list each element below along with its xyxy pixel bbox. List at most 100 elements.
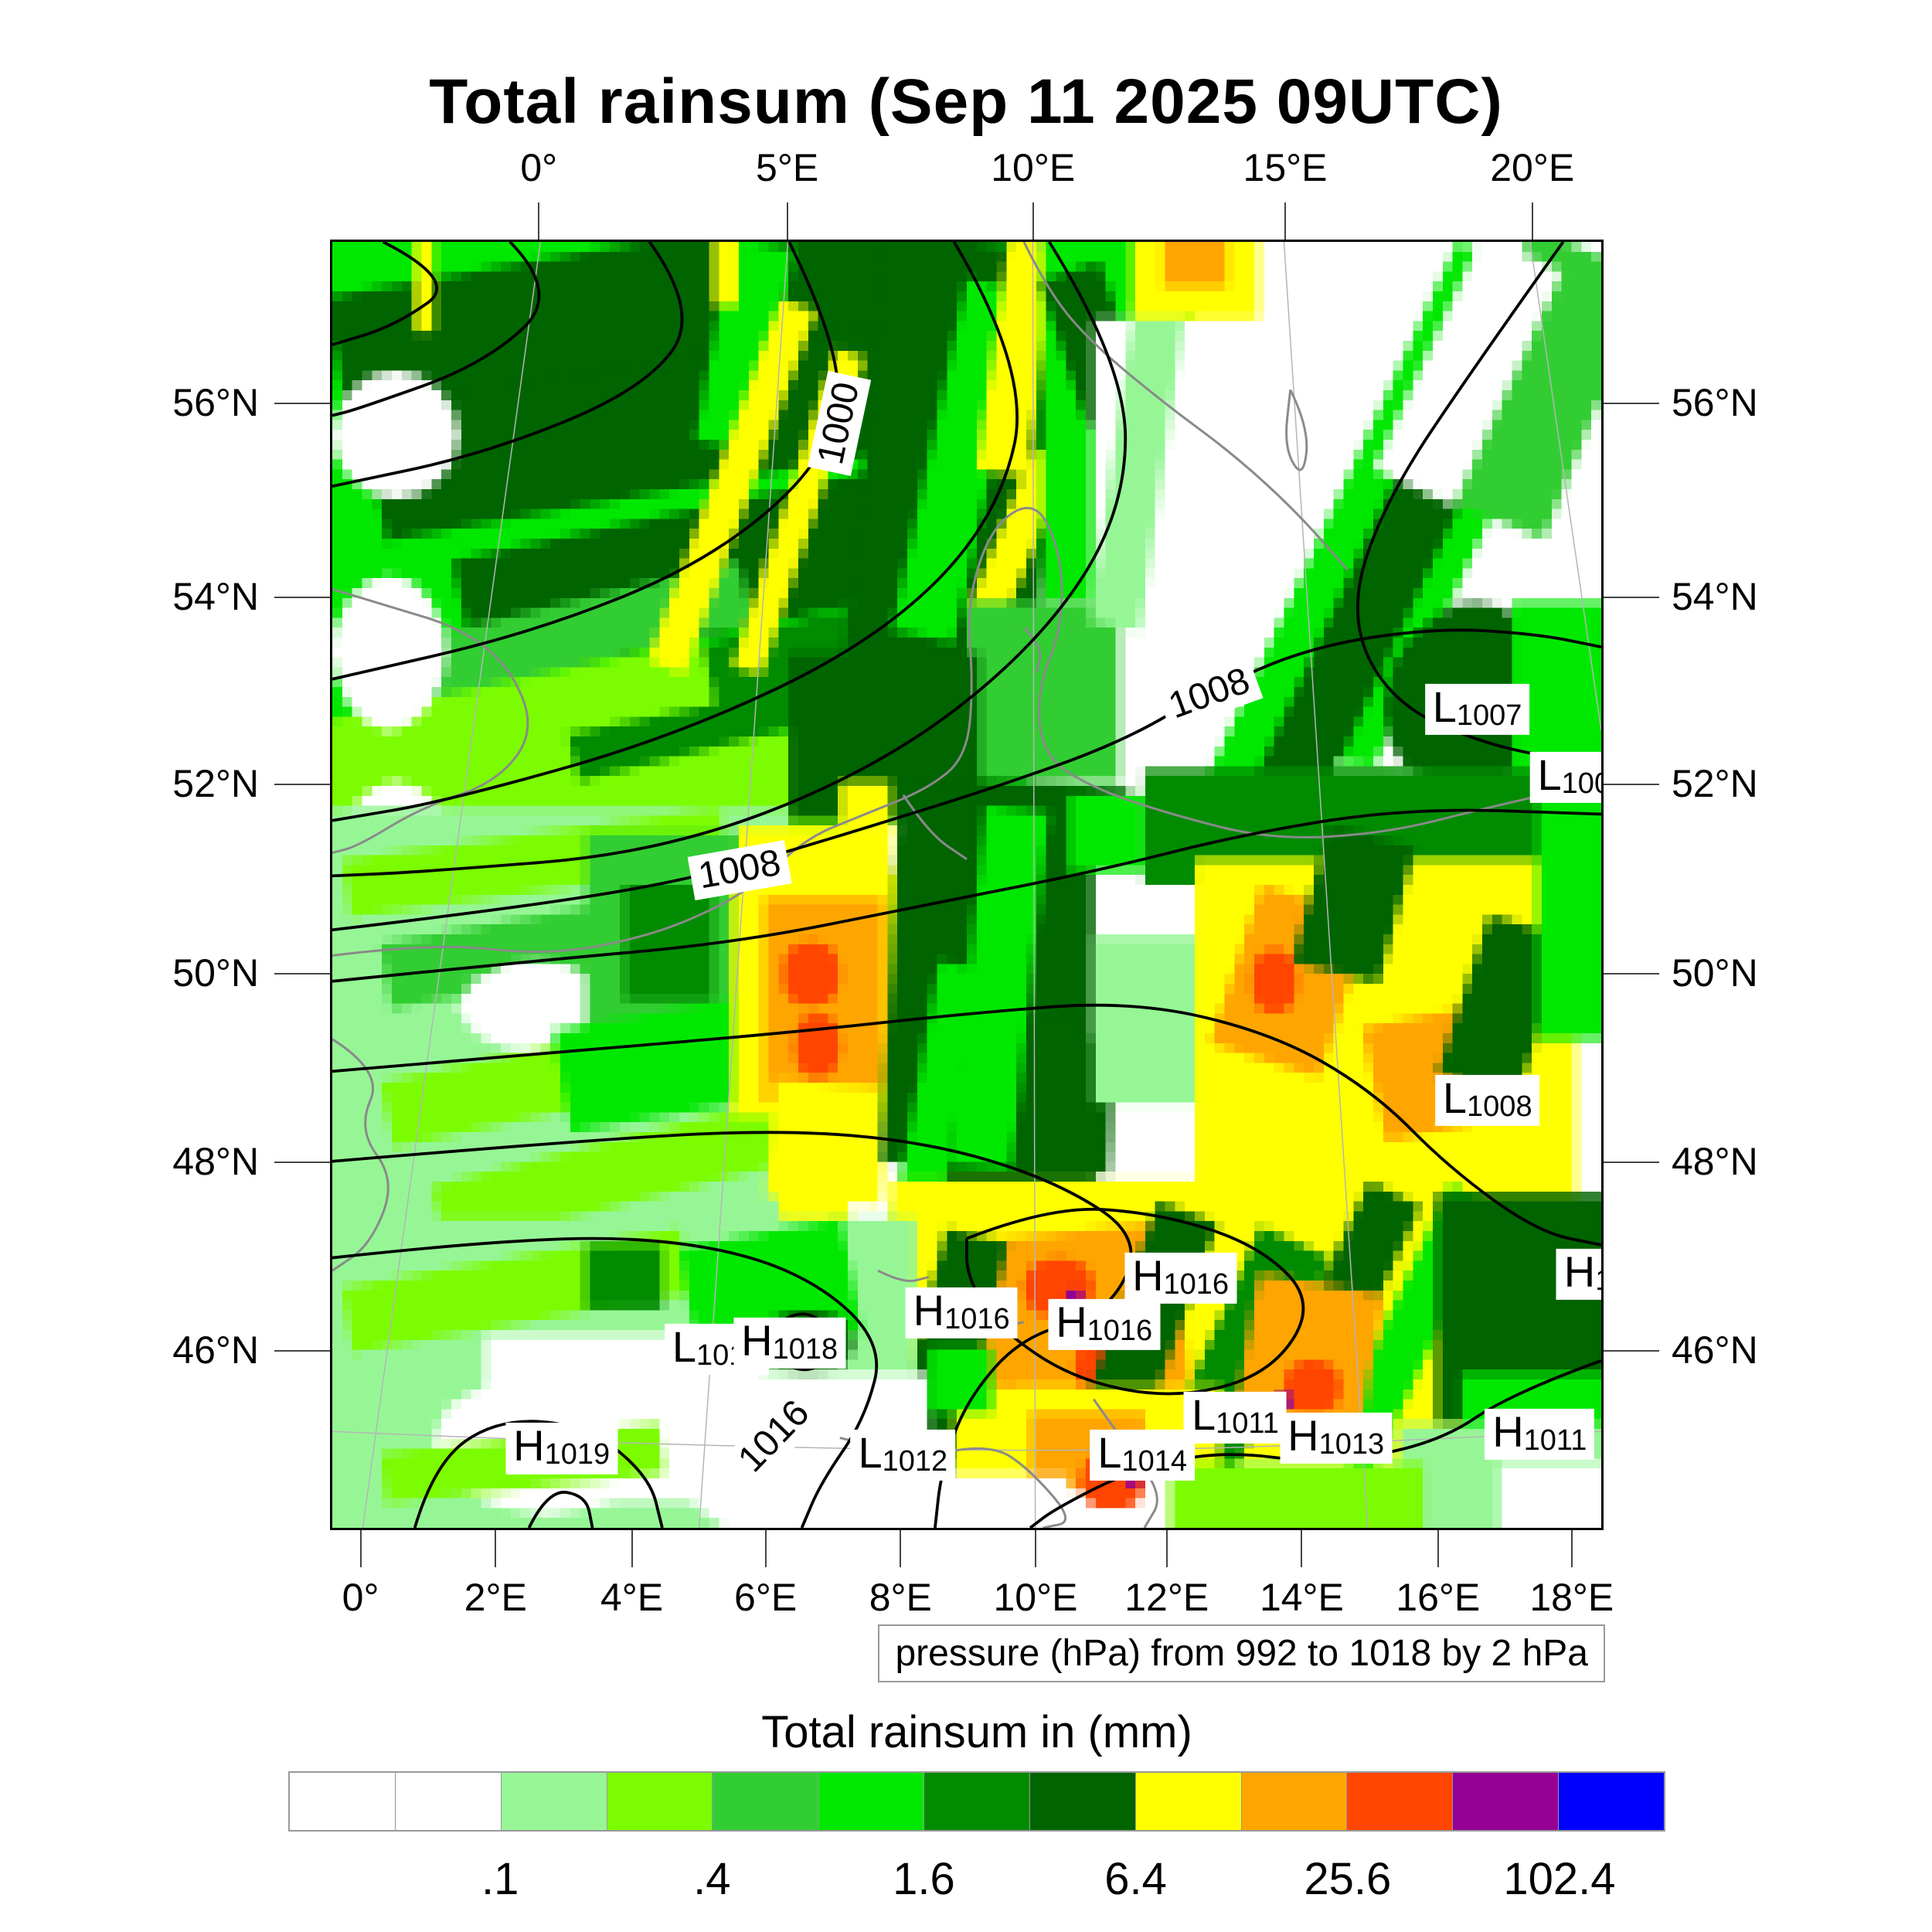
right-tick <box>1604 1349 1659 1352</box>
pressure-letter: L <box>1442 1073 1468 1122</box>
right-axis-label: 46°N <box>1672 1328 1758 1372</box>
colorbar-cell <box>1559 1773 1664 1830</box>
colorbar-cell <box>1347 1773 1454 1830</box>
top-axis-label: 5°E <box>756 146 819 189</box>
top-axis-label: 20°E <box>1490 146 1575 189</box>
bottom-tick <box>900 1530 902 1567</box>
left-tick <box>274 403 330 405</box>
pressure-value: 1012 <box>882 1444 948 1478</box>
pressure-center-label-l: L1011 <box>1183 1392 1287 1444</box>
bottom-axis-label: 10°E <box>993 1576 1078 1619</box>
bottom-tick <box>1034 1530 1036 1567</box>
left-axis-label: 54°N <box>172 574 259 618</box>
pressure-value: 1013 <box>1318 1428 1385 1461</box>
coastline <box>877 1269 930 1282</box>
pressure-value: 1008 <box>1467 1090 1532 1123</box>
pressure-value: 1011 <box>1216 1407 1279 1440</box>
pressure-letter: H <box>1056 1298 1087 1347</box>
pressure-contour <box>332 242 1128 878</box>
pressure-contour <box>527 1491 594 1528</box>
pressure-center-label-l: L100 <box>1529 750 1601 804</box>
pressure-center-label-h: H1013 <box>1280 1410 1393 1464</box>
pressure-value: 100 <box>1561 767 1601 801</box>
pressure-letter: H <box>741 1315 773 1365</box>
pressure-letter: H <box>1287 1410 1319 1460</box>
contour-overlay <box>332 242 1601 1528</box>
right-axis-label: 56°N <box>1672 381 1758 425</box>
coastline <box>332 587 529 854</box>
page-title: Total rainsum (Sep 11 2025 09UTC) <box>429 66 1503 137</box>
top-tick <box>1284 202 1286 240</box>
bottom-tick <box>359 1530 362 1567</box>
bottom-axis-label: 6°E <box>734 1576 798 1619</box>
bottom-axis-label: 16°E <box>1396 1576 1481 1619</box>
pressure-value: 1014 <box>1121 1444 1187 1478</box>
pressure-contour <box>332 242 438 346</box>
bottom-axis-label: 8°E <box>869 1576 932 1619</box>
graticule-line <box>362 242 542 1528</box>
pressure-letter: L <box>1097 1427 1122 1477</box>
left-axis-label: 46°N <box>172 1328 259 1372</box>
bottom-axis-label: 0° <box>342 1576 379 1619</box>
bottom-tick <box>1301 1530 1303 1567</box>
pressure-letter: L <box>858 1427 883 1477</box>
colorbar-cell <box>607 1773 713 1830</box>
pressure-center-label-h: H1018 <box>733 1315 846 1369</box>
pressure-center-label-h: H1011 <box>1485 1406 1595 1461</box>
pressure-value: 1019 <box>544 1438 611 1471</box>
pressure-letter: L <box>1537 750 1562 799</box>
bottom-tick <box>1165 1530 1168 1567</box>
pressure-value: 1016 <box>1595 1264 1601 1297</box>
colorbar <box>288 1771 1665 1832</box>
coastline <box>332 1038 389 1272</box>
bottom-tick <box>1570 1530 1573 1567</box>
bottom-axis-label: 18°E <box>1529 1576 1614 1619</box>
pressure-letter: H <box>913 1286 945 1335</box>
pressure-center-label-h: H1016 <box>1124 1252 1237 1304</box>
graticule-line <box>1283 242 1369 1528</box>
coastline <box>332 871 771 957</box>
pressure-contour <box>332 1236 879 1528</box>
pressure-letter: L <box>672 1321 696 1371</box>
colorbar-cell <box>713 1773 819 1830</box>
top-axis-label: 15°E <box>1243 146 1328 189</box>
pressure-contour <box>332 242 541 417</box>
colorbar-tick-label: .1 <box>481 1854 519 1904</box>
left-tick <box>274 783 330 785</box>
pressure-letter: H <box>1563 1247 1596 1296</box>
right-axis-label: 48°N <box>1672 1140 1758 1184</box>
left-tick <box>274 973 330 975</box>
coastline <box>1022 242 1349 571</box>
pressure-value: 1016 <box>944 1303 1010 1336</box>
right-tick <box>1604 973 1659 975</box>
colorbar-cell <box>924 1773 1030 1830</box>
colorbar-tick-label: 1.6 <box>893 1854 955 1904</box>
colorbar-cell <box>290 1773 396 1830</box>
bottom-axis-label: 14°E <box>1259 1576 1344 1619</box>
left-axis-label: 50°N <box>172 951 259 995</box>
colorbar-cell <box>395 1773 502 1830</box>
pressure-value: 1016 <box>1087 1315 1153 1348</box>
bottom-tick <box>495 1530 497 1567</box>
pressure-contour <box>332 242 840 681</box>
colorbar-cell <box>1453 1773 1560 1830</box>
coastline <box>902 794 968 860</box>
bottom-axis-label: 4°E <box>600 1576 664 1619</box>
pressure-letter: H <box>1492 1406 1524 1456</box>
map-plot-area: 1000100810081016L1007L100L1008H1016H1016… <box>330 240 1604 1530</box>
pressure-value: 1007 <box>1456 699 1522 732</box>
pressure-value: 1016 <box>1163 1268 1230 1301</box>
left-axis-label: 52°N <box>172 761 259 805</box>
left-tick <box>274 596 330 598</box>
pressure-center-label-l: L1007 <box>1424 683 1530 735</box>
colorbar-tick-label: .4 <box>693 1854 731 1904</box>
pressure-center-label-h: H1019 <box>505 1423 618 1475</box>
colorbar-cell <box>1135 1773 1242 1830</box>
colorbar-tick-label: 25.6 <box>1304 1854 1392 1904</box>
pressure-center-label-l: L1012 <box>850 1427 956 1481</box>
pressure-center-label-l: L1014 <box>1090 1427 1195 1481</box>
bottom-axis-label: 12°E <box>1124 1576 1209 1619</box>
pressure-center-label-h: H1016 <box>905 1286 1018 1339</box>
pressure-center-label-h: H1016 <box>1556 1247 1601 1301</box>
